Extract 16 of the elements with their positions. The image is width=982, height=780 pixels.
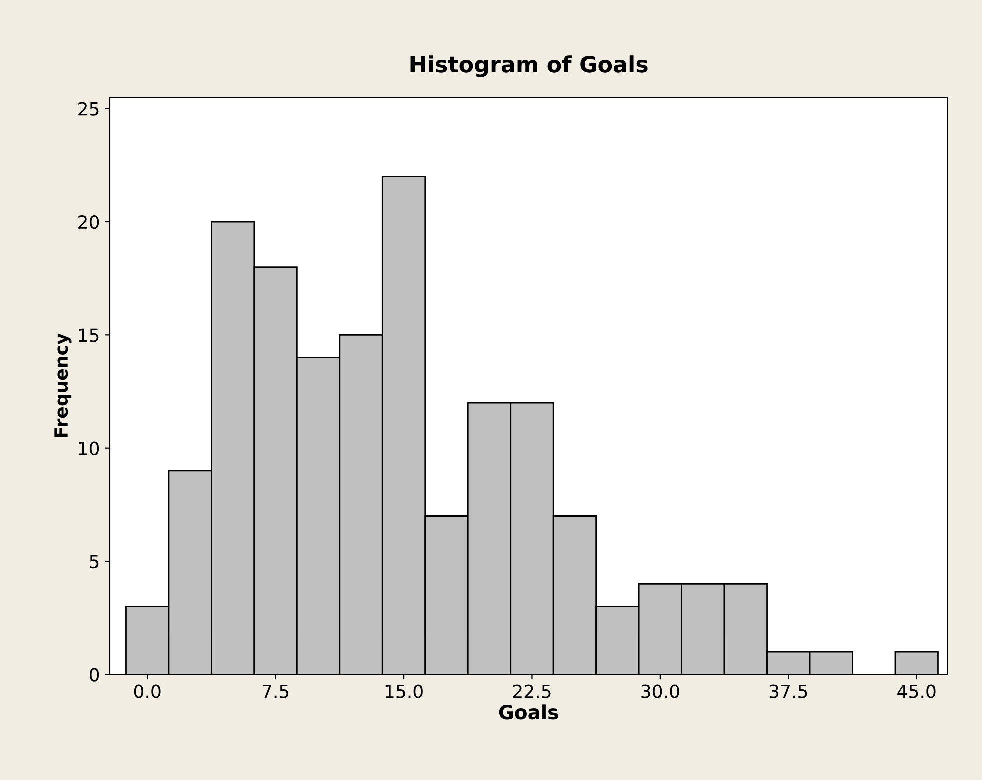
x-axis-title: Goals (499, 704, 558, 720)
y-tick-label: 5 (90, 555, 99, 569)
x-tick-label: 37.5 (770, 684, 808, 698)
y-axis-title: Frequency (54, 334, 72, 438)
y-tick-label: 15 (79, 328, 99, 342)
y-tick-label: 10 (79, 442, 100, 456)
chart-title: Histogram of Goals (410, 56, 648, 78)
x-tick-label: 22.5 (513, 684, 551, 698)
y-tick-label: 20 (78, 215, 100, 230)
x-tick-label: 0.0 (134, 684, 161, 698)
x-tick-label: 7.5 (262, 684, 289, 698)
y-tick-label: 25 (78, 102, 99, 116)
y-tick-label: 0 (90, 668, 100, 682)
x-tick-label: 15.0 (386, 684, 423, 698)
x-tick-label: 30.0 (642, 684, 680, 698)
x-tick-label: 45.0 (898, 684, 936, 698)
